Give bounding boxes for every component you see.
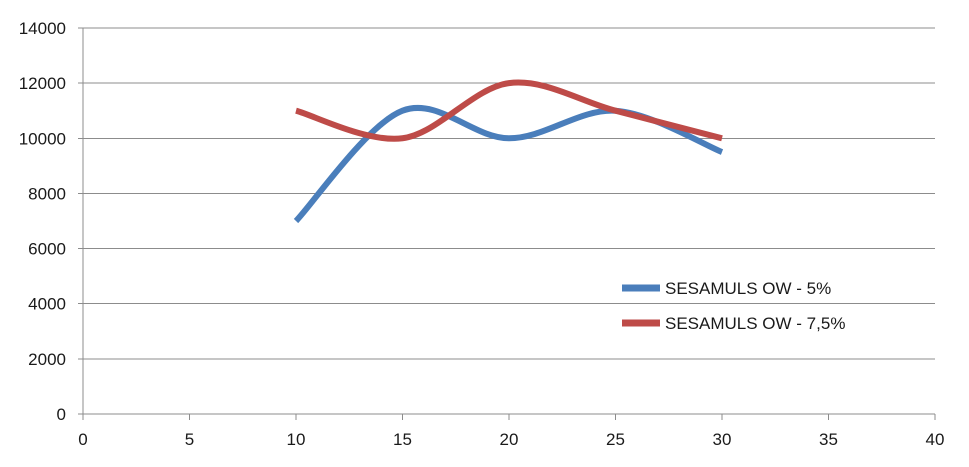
axis-layer: 0 2000 4000 6000 8000 10000 12000 14000 0 5 10 15 20… [19, 19, 945, 449]
legend-label-1: SESAMULS OW - 7,5% [665, 314, 845, 333]
y-tick-label-0: 0 [57, 405, 66, 424]
x-tick-label-1: 5 [185, 430, 194, 449]
x-tick-label-6: 30 [713, 430, 732, 449]
series-line-1 [295, 79, 723, 142]
x-tick-label-2: 10 [287, 430, 306, 449]
legend-label-0: SESAMULS OW - 5% [665, 279, 831, 298]
x-tick-label-5: 25 [606, 430, 625, 449]
y-tick-label-6: 12000 [19, 74, 66, 93]
y-tick-label-7: 14000 [19, 19, 66, 38]
y-tick-label-5: 10000 [19, 129, 66, 148]
y-tick-label-2: 4000 [28, 295, 66, 314]
legend: SESAMULS OW - 5% SESAMULS OW - 7,5% [622, 279, 845, 333]
series-layer [293, 79, 724, 224]
x-tick-label-4: 20 [500, 430, 519, 449]
y-tick-label-1: 2000 [28, 350, 66, 369]
y-tick-label-4: 8000 [28, 184, 66, 203]
y-tick-label-3: 6000 [28, 240, 66, 259]
x-tick-label-7: 35 [819, 430, 838, 449]
x-tick-label-8: 40 [926, 430, 945, 449]
x-tick-label-3: 15 [393, 430, 412, 449]
series-line-0 [293, 104, 724, 224]
x-tick-label-0: 0 [78, 430, 87, 449]
